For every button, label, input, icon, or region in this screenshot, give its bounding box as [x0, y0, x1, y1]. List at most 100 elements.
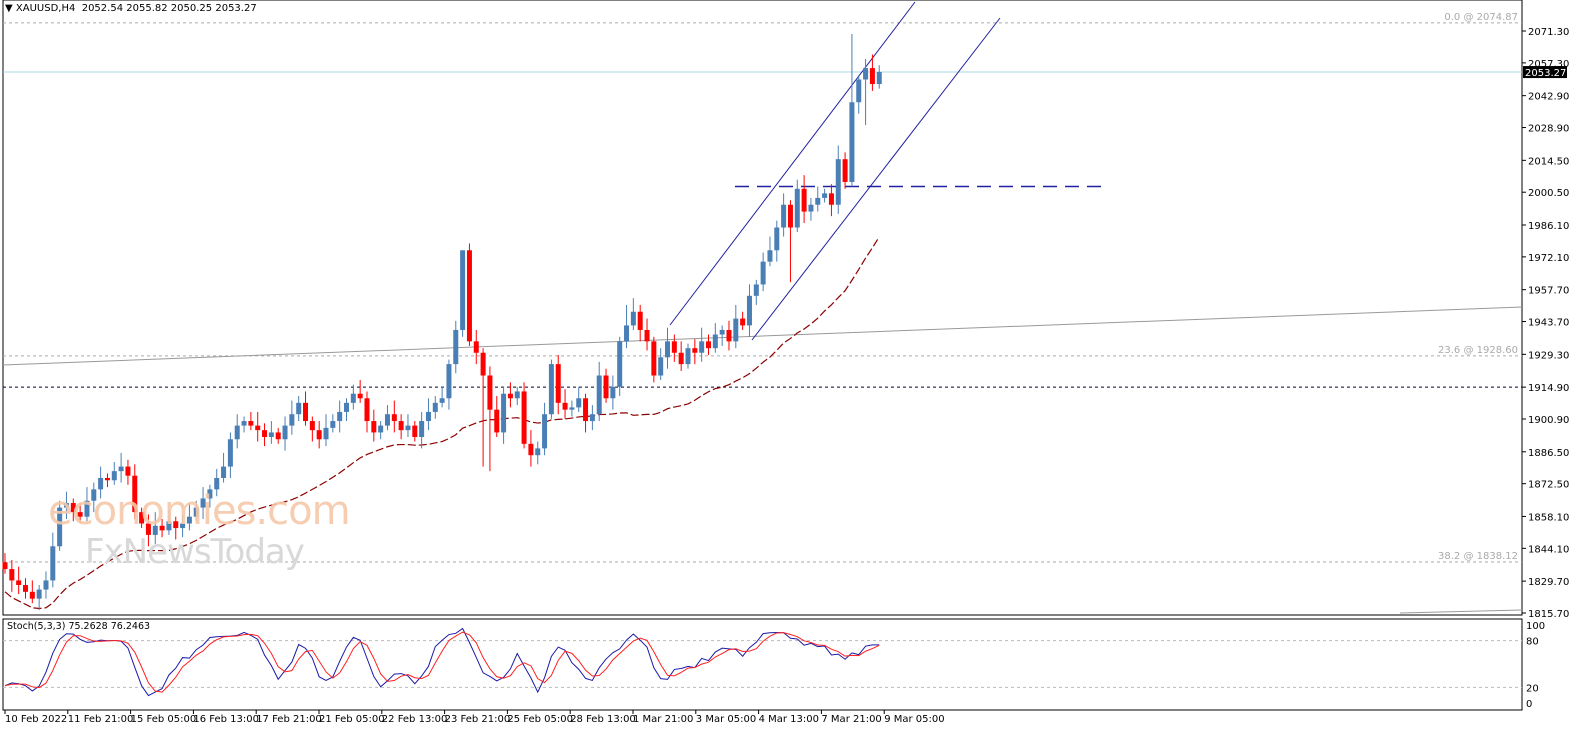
candle-bearish	[2, 562, 8, 570]
y-tick-label: 1986.10	[1528, 221, 1569, 232]
candle-bearish	[398, 421, 404, 431]
candle-bullish	[337, 411, 343, 422]
candle-bullish	[221, 466, 227, 478]
y-tick-label: 2000.50	[1528, 188, 1569, 199]
stoch-pane-frame	[2, 618, 1523, 711]
current-price-tag	[1523, 66, 1567, 79]
candle-bullish	[501, 393, 507, 433]
moving-average-line	[4, 236, 880, 610]
candle-bullish	[268, 432, 274, 437]
candle-bearish	[125, 466, 131, 476]
watermark-fxnewstoday: FxNewsToday	[85, 532, 305, 572]
candle-bullish	[63, 503, 69, 508]
candle-bearish	[644, 329, 650, 342]
candle-bearish	[494, 409, 500, 433]
y-tick-label: 1858.10	[1528, 512, 1569, 523]
candle-bearish	[159, 525, 165, 531]
candle-bullish	[733, 318, 739, 342]
long-trendline	[2, 306, 1523, 366]
candle-bearish	[145, 523, 151, 535]
candle-bullish	[91, 489, 97, 501]
candle-bullish	[344, 402, 349, 412]
stoch-d-line	[4, 631, 880, 693]
candle-bearish	[357, 393, 363, 399]
candle-bearish	[528, 443, 534, 456]
candle-bullish	[460, 250, 466, 330]
candle-bearish	[139, 512, 145, 524]
y-tick-label: 2028.90	[1528, 124, 1569, 135]
candle-bearish	[678, 352, 684, 365]
candle-bearish	[671, 341, 677, 353]
candle-bullish	[569, 407, 575, 410]
candle-bullish	[712, 334, 718, 349]
candle-bearish	[705, 341, 711, 349]
candle-bullish	[542, 414, 548, 449]
candle-bullish	[323, 427, 329, 440]
candle-bullish	[753, 284, 759, 296]
candle-bearish	[22, 584, 28, 592]
candle-bullish	[863, 68, 869, 80]
candle-bearish	[29, 591, 35, 599]
candle-bullish	[152, 525, 158, 535]
candle-bearish	[801, 188, 807, 212]
channel-lower-line	[751, 17, 1001, 341]
candle-bullish	[685, 348, 691, 365]
candle-bullish	[767, 250, 773, 262]
stoch-k-line	[4, 627, 880, 697]
candle-bullish	[617, 341, 623, 387]
collapse-triangle-icon[interactable]: ▼	[5, 3, 13, 14]
ohlc-low: 2050.25	[170, 3, 213, 14]
candle-bearish	[487, 375, 493, 410]
candle-bullish	[774, 227, 780, 251]
stoch-k: 75.2628	[68, 621, 108, 632]
symbol-label: XAUUSD,H4	[15, 3, 76, 14]
stoch-level-label: 0	[1526, 699, 1532, 710]
candle-bullish	[289, 414, 295, 426]
candle-bullish	[794, 188, 800, 228]
candle-bullish	[658, 357, 664, 376]
candle-bullish	[227, 439, 233, 467]
x-tick-label: 22 Feb 13:00	[382, 714, 448, 725]
x-tick-label: 28 Feb 13:00	[570, 714, 636, 725]
candle-bearish	[828, 193, 834, 205]
candle-bullish	[876, 72, 882, 85]
candle-bullish	[207, 489, 213, 499]
y-tick-label: 2071.30	[1528, 27, 1569, 38]
candle-bullish	[282, 425, 288, 440]
ohlc-open: 2052.54	[81, 3, 124, 14]
candle-bearish	[787, 204, 793, 228]
candle-bullish	[453, 329, 459, 365]
stoch-d: 76.2463	[110, 621, 151, 632]
candle-bullish	[193, 507, 199, 517]
candle-bullish	[180, 523, 186, 529]
chart-header: ▼ XAUUSD,H4 2052.54 2055.82 2050.25 2053…	[5, 3, 257, 14]
y-tick-label: 1900.90	[1528, 415, 1569, 426]
x-tick-label: 25 Feb 05:00	[507, 714, 573, 725]
x-tick-label: 7 Mar 21:00	[821, 714, 881, 725]
candle-bearish	[637, 311, 643, 330]
candle-bullish	[234, 425, 240, 440]
candle-bullish	[43, 580, 49, 590]
stoch-level-label: 100	[1526, 621, 1545, 632]
channel-upper-line	[669, 1, 916, 326]
candle-bullish	[835, 159, 841, 205]
candle-bearish	[303, 402, 309, 422]
watermark-economies: economies.com	[48, 488, 351, 534]
x-tick-label: 16 Feb 13:00	[193, 714, 259, 725]
candle-bearish	[309, 421, 315, 431]
candle-bullish	[432, 402, 438, 412]
candle-bearish	[603, 375, 609, 399]
candle-bullish	[610, 386, 616, 399]
candle-bearish	[583, 398, 589, 422]
ohlc-high: 2055.82	[126, 3, 168, 14]
candle-bearish	[651, 341, 657, 376]
candle-bearish	[70, 503, 76, 513]
fib-level-label: 0.0 @ 2074.87	[1444, 12, 1518, 23]
candle-bullish	[330, 421, 336, 428]
candle-bullish	[166, 521, 172, 531]
candle-bullish	[849, 102, 855, 182]
candle-bearish	[132, 475, 138, 513]
stoch-name: Stoch(5,3,3)	[7, 621, 66, 632]
